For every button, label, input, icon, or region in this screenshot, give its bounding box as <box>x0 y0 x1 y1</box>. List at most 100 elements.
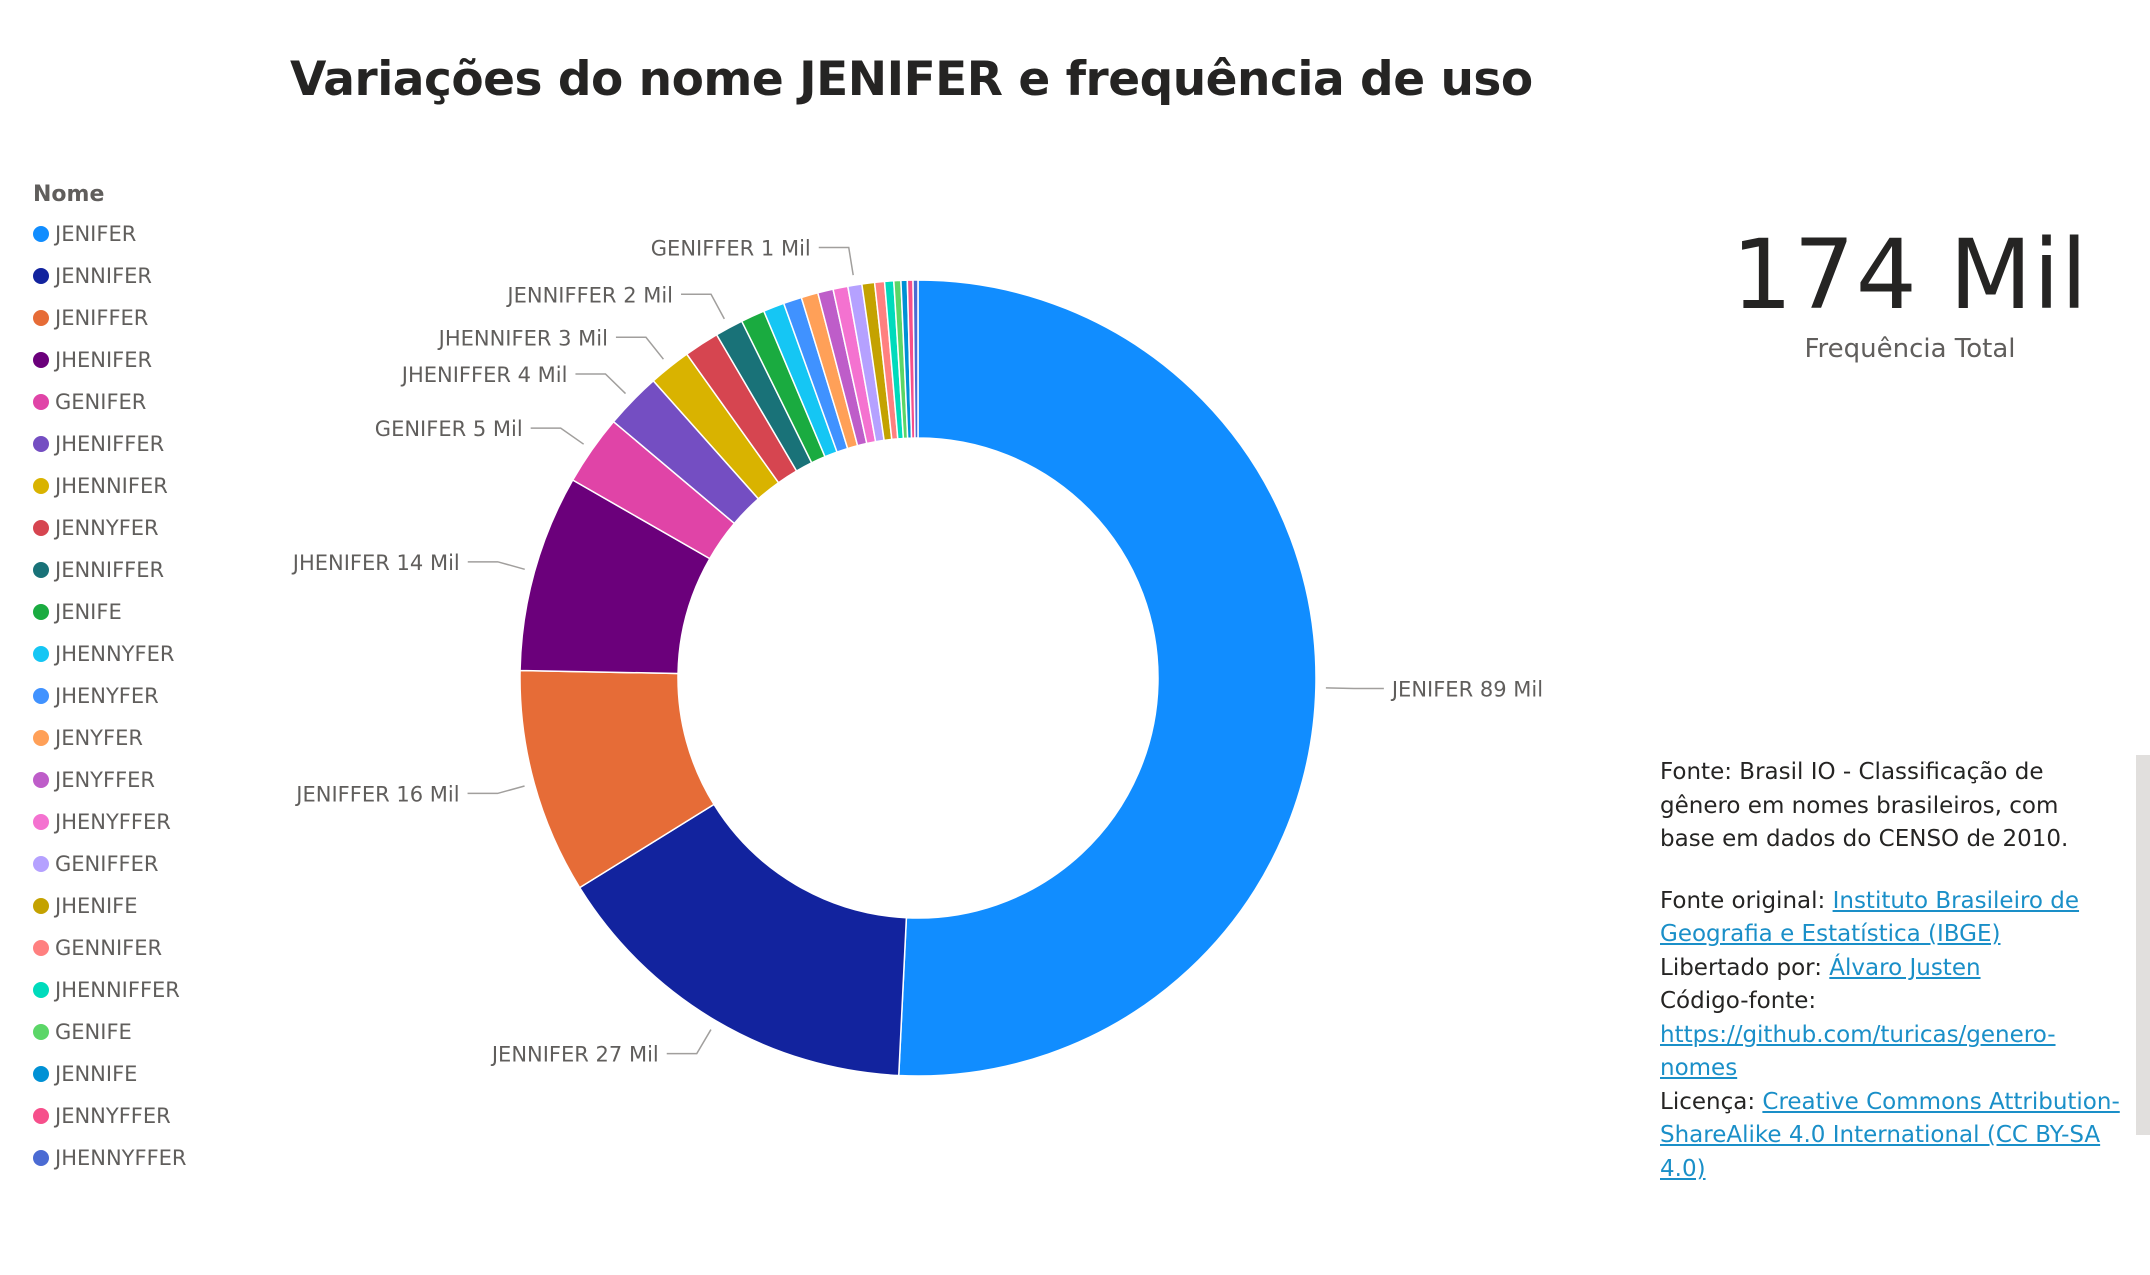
data-label-leader <box>467 785 525 795</box>
legend-label: JHENNIFFER <box>55 978 180 1002</box>
legend-label: GENIFER <box>55 390 147 414</box>
data-label-leader <box>467 561 525 571</box>
legend-marker <box>33 646 49 662</box>
source-freed: Libertado por: Álvaro Justen <box>1660 952 2120 986</box>
data-label: JHENNIFER 3 Mil <box>437 326 608 350</box>
data-label: JENIFFER 16 Mil <box>294 782 459 806</box>
donut-slice[interactable] <box>578 803 908 1077</box>
data-label-leader <box>681 293 725 320</box>
donut-slice[interactable] <box>912 279 919 439</box>
legend-label: JENIFFER <box>55 306 149 330</box>
ibge-link[interactable]: Instituto Brasileiro de Geografia e Esta… <box>1660 887 2080 948</box>
legend-marker <box>33 772 49 788</box>
legend-item[interactable]: JENYFFER <box>33 759 187 801</box>
source-freed-prefix: Libertado por: <box>1660 954 1830 981</box>
source-text-box: Fonte: Brasil IO - Classificação de gêne… <box>1660 756 2120 1186</box>
data-label: JHENIFER 14 Mil <box>291 551 460 575</box>
legend-marker <box>33 1066 49 1082</box>
legend-marker <box>33 226 49 242</box>
data-label: JENNIFER 27 Mil <box>490 1043 659 1067</box>
legend-marker <box>33 940 49 956</box>
legend-label: JENIFER <box>55 222 137 246</box>
legend-item[interactable]: JHENYFER <box>33 675 187 717</box>
legend-marker <box>33 1150 49 1166</box>
legend-marker <box>33 478 49 494</box>
data-label-leader <box>615 336 664 360</box>
legend-marker <box>33 688 49 704</box>
legend-marker <box>33 898 49 914</box>
legend-marker <box>33 268 49 284</box>
legend-marker <box>33 1024 49 1040</box>
legend-label: JHENNYFER <box>55 642 175 666</box>
legend-title: Nome <box>33 182 105 207</box>
legend-item[interactable]: JHENIFER <box>33 339 187 381</box>
legend-label: JENYFFER <box>55 768 156 792</box>
donut-slice[interactable] <box>897 279 1317 1077</box>
legend-marker <box>33 562 49 578</box>
legend-marker <box>33 982 49 998</box>
legend-item[interactable]: JENYFER <box>33 717 187 759</box>
legend-item[interactable]: GENIFE <box>33 1011 187 1053</box>
legend-item[interactable]: JHENYFFER <box>33 801 187 843</box>
data-label-leader <box>666 1029 712 1055</box>
legend-label: JENNIFER <box>55 264 153 288</box>
legend-item[interactable]: JENNYFFER <box>33 1095 187 1137</box>
source-original: Fonte original: Instituto Brasileiro de … <box>1660 885 2120 952</box>
legend-label: JHENYFFER <box>55 810 171 834</box>
source-code: Código-fonte: https://github.com/turicas… <box>1660 985 2120 1086</box>
legend-marker <box>33 436 49 452</box>
legend-label: GENIFFER <box>55 852 159 876</box>
legend-label: JHENIFFER <box>55 432 165 456</box>
github-link[interactable]: https://github.com/turicas/genero-nomes <box>1660 1021 2056 1082</box>
legend-item[interactable]: GENIFFER <box>33 843 187 885</box>
chart-legend: Nome JENIFER JENNIFER JENIFFER JHENIFER GENI… <box>33 182 187 1179</box>
source-description: Fonte: Brasil IO - Classificação de gêne… <box>1660 759 2069 852</box>
legend-item[interactable]: JHENNIFFER <box>33 969 187 1011</box>
legend-item[interactable]: JENNIFE <box>33 1053 187 1095</box>
data-label-leader <box>1325 687 1384 690</box>
legend-label: JHENNIFER <box>55 474 168 498</box>
legend-label: JENYFER <box>55 726 143 750</box>
author-link[interactable]: Álvaro Justen <box>1829 954 1981 981</box>
data-label-leader <box>575 373 627 395</box>
legend-marker <box>33 604 49 620</box>
legend-item[interactable]: JENNIFER <box>33 255 187 297</box>
source-original-prefix: Fonte original: <box>1660 887 1833 914</box>
data-label: JHENIFFER 4 Mil <box>400 363 568 387</box>
legend-items: JENIFER JENNIFER JENIFFER JHENIFER GENIFER JH… <box>33 213 187 1179</box>
data-label: JENNIFFER 2 Mil <box>505 283 673 307</box>
legend-item[interactable]: JHENNYFER <box>33 633 187 675</box>
legend-label: JHENIFER <box>55 348 153 372</box>
scrollbar[interactable] <box>2136 755 2150 1135</box>
chart-title: Variações do nome JENIFER e frequência d… <box>290 52 1533 107</box>
legend-label: JHENYFER <box>55 684 159 708</box>
source-license: Licença: Creative Commons Attribution-Sh… <box>1660 1086 2120 1187</box>
legend-item[interactable]: JHENNIFER <box>33 465 187 507</box>
legend-marker <box>33 352 49 368</box>
legend-marker <box>33 394 49 410</box>
license-link[interactable]: Creative Commons Attribution-ShareAlike … <box>1660 1088 2120 1182</box>
data-label: JENIFER 89 Mil <box>1390 678 1543 702</box>
legend-item[interactable]: JHENIFFER <box>33 423 187 465</box>
legend-item[interactable]: JENIFFER <box>33 297 187 339</box>
legend-item[interactable]: JENNIFFER <box>33 549 187 591</box>
legend-label: JHENIFE <box>55 894 138 918</box>
legend-label: JENNYFFER <box>55 1104 171 1128</box>
legend-marker <box>33 856 49 872</box>
legend-label: JENIFE <box>55 600 122 624</box>
legend-label: GENNIFER <box>55 936 163 960</box>
legend-item[interactable]: JENNYFER <box>33 507 187 549</box>
legend-marker <box>33 730 49 746</box>
data-label-leader <box>818 246 854 276</box>
legend-item[interactable]: JENIFE <box>33 591 187 633</box>
legend-label: GENIFE <box>55 1020 132 1044</box>
legend-item[interactable]: JHENIFE <box>33 885 187 927</box>
source-code-prefix: Código-fonte: <box>1660 988 1817 1014</box>
legend-item[interactable]: GENIFER <box>33 381 187 423</box>
data-label: GENIFER 5 Mil <box>375 417 523 441</box>
legend-marker <box>33 814 49 830</box>
legend-item[interactable]: JHENNYFFER <box>33 1137 187 1179</box>
legend-item[interactable]: JENIFER <box>33 213 187 255</box>
legend-item[interactable]: GENNIFER <box>33 927 187 969</box>
